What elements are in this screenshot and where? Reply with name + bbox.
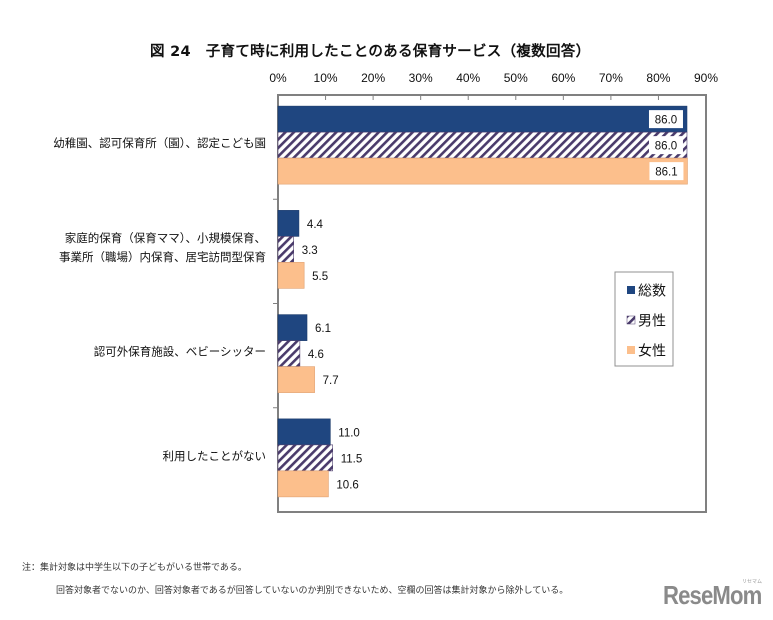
x-tick-label: 60% <box>551 71 575 85</box>
x-tick-label: 50% <box>504 71 528 85</box>
bar-男性-1 <box>277 236 294 263</box>
legend-swatch <box>627 286 635 294</box>
category-label: 事業所（職場）内保育、居宅訪問型保育 <box>59 250 266 264</box>
bar-総数-0 <box>277 105 688 133</box>
resemom-logo: ReseMom <box>663 580 762 610</box>
bar-男性-2 <box>277 340 301 367</box>
bar-女性-1 <box>277 262 305 289</box>
legend-label: 男性 <box>638 314 666 330</box>
bar-男性-0 <box>277 131 688 159</box>
legend-swatch <box>627 346 635 354</box>
x-tick-label: 90% <box>694 71 718 85</box>
chart-title: 図 24 子育て時に利用したことのある保育サービス（複数回答） <box>150 44 591 60</box>
x-tick-label: 40% <box>456 71 480 85</box>
x-tick-label: 80% <box>646 71 670 85</box>
bar-女性-2 <box>277 366 315 393</box>
resemom-logo-sub: リセマム <box>742 579 763 585</box>
bar-女性-3 <box>277 470 329 498</box>
data-label: 5.5 <box>312 271 328 283</box>
category-label: 認可外保育施設、ベビーシッター <box>94 345 266 359</box>
data-label-box <box>648 110 683 129</box>
category-label: 利用したことがない <box>163 449 267 463</box>
footnote-1: 注：集計対象は中学生以下の子どもがいる世帯である。 <box>22 563 247 573</box>
data-label: 11.5 <box>341 453 363 465</box>
bar-総数-3 <box>277 418 331 446</box>
data-label: 4.4 <box>307 219 324 231</box>
data-label: 86.1 <box>655 167 677 179</box>
data-label: 86.0 <box>655 115 677 127</box>
bar-総数-1 <box>277 210 300 237</box>
data-label: 11.0 <box>338 427 360 439</box>
x-tick-label: 10% <box>314 71 338 85</box>
footnote-2: 回答対象者でないのか、回答対象者であるが回答していないのか判別できないため、空欄… <box>56 586 569 596</box>
data-label: 6.1 <box>315 323 331 335</box>
x-tick-label: 0% <box>269 71 287 85</box>
x-tick-label: 20% <box>361 71 385 85</box>
data-label: 86.0 <box>655 141 677 153</box>
legend-label: 女性 <box>638 343 666 360</box>
data-label: 10.6 <box>336 479 358 491</box>
data-label-box <box>648 136 683 155</box>
legend-box <box>614 271 674 367</box>
category-label: 家庭的保育（保育ママ）、小規模保育、 <box>65 231 266 245</box>
data-label-box <box>649 162 684 181</box>
legend-label: 総数 <box>638 284 666 300</box>
x-tick-label: 70% <box>599 71 623 85</box>
data-label: 7.7 <box>323 375 339 387</box>
category-label: 幼稚園、認可保育所（園）、認定こども園 <box>53 136 266 150</box>
legend-swatch <box>626 315 636 325</box>
x-tick-label: 30% <box>409 71 433 85</box>
data-label: 4.6 <box>308 349 324 361</box>
data-label: 3.3 <box>302 245 318 257</box>
bar-女性-0 <box>277 157 688 185</box>
bar-総数-2 <box>277 314 308 341</box>
bar-男性-3 <box>277 444 333 472</box>
